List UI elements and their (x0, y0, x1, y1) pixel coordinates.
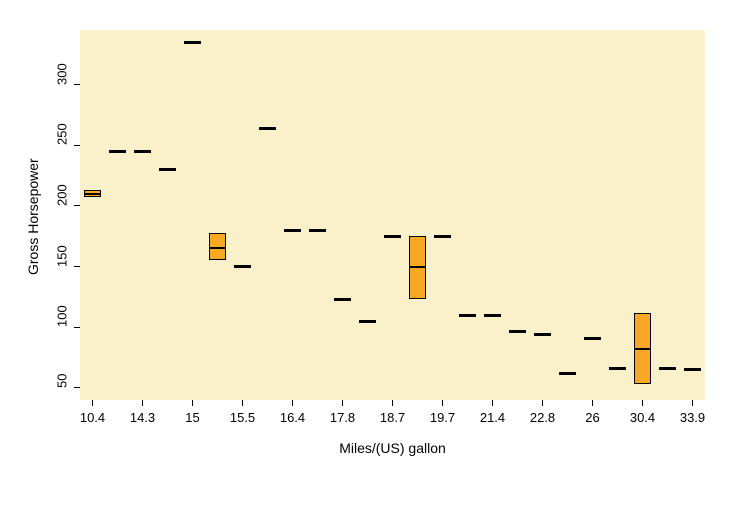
boxplot-median (234, 266, 252, 268)
x-tick-label: 22.8 (523, 410, 563, 425)
x-tick-label: 30.4 (623, 410, 663, 425)
boxplot-median (559, 372, 577, 374)
x-tick (142, 400, 143, 406)
y-tick-label: 300 (55, 63, 70, 85)
boxplot-median (409, 266, 427, 268)
x-tick (192, 400, 193, 406)
x-tick (442, 400, 443, 406)
x-tick (92, 400, 93, 406)
x-tick-label: 26 (573, 410, 613, 425)
x-tick (592, 400, 593, 406)
y-tick (74, 387, 80, 388)
boxplot-median (109, 150, 127, 152)
boxplot-median (609, 367, 627, 369)
boxplot-median (509, 330, 527, 332)
y-tick-label: 250 (55, 124, 70, 146)
y-tick-label: 50 (55, 373, 70, 387)
boxplot-median (684, 369, 702, 371)
boxplot-median (584, 337, 602, 339)
boxplot-median (134, 150, 152, 152)
boxplot-median (359, 320, 377, 322)
x-tick (492, 400, 493, 406)
boxplot-box (409, 236, 427, 299)
y-axis-title: Gross Horsepower (25, 158, 41, 275)
x-tick-label: 17.8 (323, 410, 363, 425)
plot-area (80, 30, 705, 400)
boxplot-median (384, 235, 402, 237)
x-tick-label: 15 (173, 410, 213, 425)
boxplot-median (334, 298, 352, 300)
boxplot-median (659, 367, 677, 369)
y-tick (74, 266, 80, 267)
boxplot-median (484, 314, 502, 316)
y-tick (74, 205, 80, 206)
x-tick (542, 400, 543, 406)
chart-container: Gross Horsepower Miles/(US) gallon 50 100… (0, 0, 740, 508)
boxplot-median (459, 314, 477, 316)
boxplot-median (159, 169, 177, 171)
boxplot-median (634, 348, 652, 350)
x-tick-label: 15.5 (223, 410, 263, 425)
boxplot-median (184, 41, 202, 43)
y-tick (74, 327, 80, 328)
y-tick-label: 200 (55, 184, 70, 206)
boxplot-median (209, 247, 227, 249)
boxplot-median (284, 229, 302, 231)
x-tick (692, 400, 693, 406)
y-tick (74, 145, 80, 146)
y-tick (74, 84, 80, 85)
y-tick-label: 100 (55, 306, 70, 328)
x-tick-label: 10.4 (73, 410, 113, 425)
x-tick (342, 400, 343, 406)
x-tick-label: 16.4 (273, 410, 313, 425)
x-tick-label: 14.3 (123, 410, 163, 425)
boxplot-median (434, 235, 452, 237)
x-tick-label: 33.9 (673, 410, 713, 425)
x-tick (242, 400, 243, 406)
boxplot-median (534, 333, 552, 335)
x-tick-label: 21.4 (473, 410, 513, 425)
x-axis-title: Miles/(US) gallon (80, 440, 705, 456)
x-tick (392, 400, 393, 406)
boxplot-median (259, 127, 277, 129)
boxplot-median (309, 229, 327, 231)
x-tick (642, 400, 643, 406)
boxplot-median (84, 193, 102, 195)
x-tick-label: 19.7 (423, 410, 463, 425)
x-tick (292, 400, 293, 406)
x-tick-label: 18.7 (373, 410, 413, 425)
y-tick-label: 150 (55, 245, 70, 267)
